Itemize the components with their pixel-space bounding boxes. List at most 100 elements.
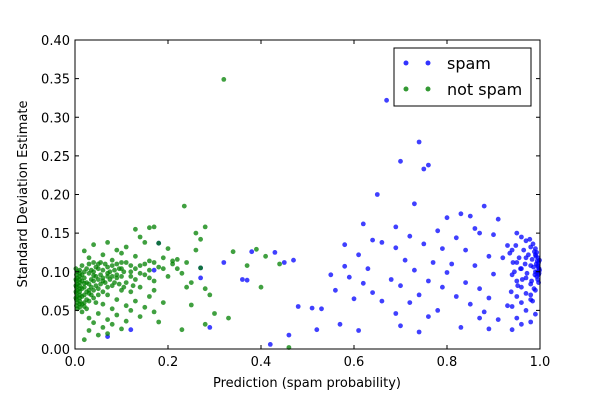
- data-point-spam: [221, 260, 227, 265]
- data-point-not-spam: [170, 258, 176, 264]
- data-point-not-spam: [133, 253, 138, 259]
- y-tick-label: 0.10: [41, 266, 70, 281]
- data-point-not-spam: [142, 304, 148, 310]
- data-point-spam: [416, 139, 422, 145]
- data-point-spam: [481, 309, 487, 315]
- data-point-spam: [532, 272, 538, 278]
- data-point-not-spam: [151, 224, 157, 230]
- data-point-spam: [314, 327, 320, 333]
- data-point-spam: [198, 275, 204, 281]
- data-point-not-spam: [73, 295, 79, 301]
- data-point-not-spam: [160, 266, 166, 272]
- data-point-not-spam: [86, 255, 92, 261]
- data-point-spam: [370, 290, 375, 295]
- data-point-spam: [249, 249, 255, 255]
- data-point-spam: [384, 97, 389, 103]
- data-point-not-spam: [193, 230, 199, 236]
- data-point-spam: [407, 300, 413, 305]
- data-point-not-spam: [116, 266, 122, 272]
- y-tick-label: 0.25: [41, 150, 70, 165]
- data-point-not-spam: [123, 318, 129, 324]
- data-point-not-spam: [100, 267, 106, 273]
- data-point-spam: [486, 253, 492, 259]
- data-point-not-spam: [114, 261, 120, 267]
- data-point-spam: [508, 289, 514, 295]
- data-point-not-spam: [133, 266, 138, 272]
- data-point-spam: [509, 327, 515, 333]
- data-point-spam: [526, 252, 531, 258]
- data-point-not-spam: [81, 337, 87, 343]
- data-point-spam: [491, 271, 496, 277]
- data-point-not-spam: [230, 249, 236, 255]
- data-point-not-spam: [128, 289, 134, 295]
- data-point-spam: [515, 283, 521, 289]
- x-tick-label: 0.8: [437, 355, 458, 370]
- data-point-not-spam: [151, 287, 157, 293]
- data-point-not-spam: [98, 281, 103, 287]
- data-point-not-spam: [137, 314, 143, 319]
- x-tick-label: 0.0: [65, 355, 86, 370]
- data-point-not-spam: [88, 292, 94, 298]
- data-point-spam: [519, 277, 525, 282]
- data-point-spam: [495, 317, 501, 322]
- data-point-not-spam: [142, 261, 148, 267]
- data-point-not-spam: [93, 283, 99, 289]
- data-point-not-spam: [188, 302, 194, 308]
- data-point-not-spam: [123, 260, 129, 265]
- data-point-not-spam: [137, 284, 143, 290]
- data-point-not-spam: [112, 280, 117, 285]
- data-point-spam: [244, 277, 250, 283]
- y-tick-label: 0.40: [41, 34, 70, 49]
- data-point-spam: [370, 237, 375, 243]
- data-point-spam: [477, 315, 482, 321]
- data-point-spam: [402, 257, 408, 263]
- data-point-not-spam: [221, 77, 227, 82]
- data-point-not-spam: [147, 258, 152, 264]
- data-point-not-spam: [91, 320, 96, 326]
- data-point-not-spam: [105, 331, 110, 336]
- data-point-not-spam: [73, 283, 79, 289]
- data-point-not-spam: [142, 240, 148, 245]
- data-point-spam: [467, 213, 473, 219]
- data-point-spam: [514, 230, 520, 236]
- data-point-not-spam: [202, 286, 208, 292]
- data-point-spam: [435, 228, 441, 234]
- data-point-spam: [514, 315, 520, 321]
- data-point-not-spam: [114, 312, 120, 318]
- data-point-spam: [534, 258, 540, 264]
- data-point-not-spam: [95, 277, 101, 282]
- data-point-spam: [530, 241, 536, 247]
- data-point-not-spam: [114, 272, 120, 278]
- data-point-not-spam: [105, 284, 110, 290]
- data-point-not-spam: [181, 203, 187, 209]
- data-point-spam: [398, 323, 403, 329]
- data-point-not-spam: [121, 269, 127, 275]
- data-point-not-spam: [102, 280, 108, 285]
- data-point-spam: [421, 241, 427, 247]
- data-point-spam: [528, 292, 534, 298]
- data-point-not-spam: [258, 284, 264, 290]
- data-point-spam: [486, 295, 492, 301]
- data-point-spam: [430, 260, 436, 265]
- data-point-not-spam: [263, 253, 268, 259]
- data-point-not-spam: [114, 297, 120, 302]
- data-point-not-spam: [123, 303, 129, 309]
- data-point-spam: [407, 233, 413, 239]
- legend-marker-spam: [403, 60, 409, 66]
- data-point-not-spam: [193, 247, 199, 253]
- data-point-spam: [513, 243, 519, 248]
- data-point-not-spam: [184, 284, 190, 290]
- data-point-spam: [365, 266, 371, 272]
- data-point-spam: [393, 311, 399, 316]
- data-point-spam: [486, 326, 492, 332]
- data-point-spam: [426, 162, 431, 168]
- data-point-spam: [533, 253, 539, 259]
- data-point-not-spam: [198, 265, 204, 271]
- data-point-not-spam: [254, 246, 259, 252]
- data-point-spam: [393, 224, 399, 230]
- data-point-spam: [519, 321, 524, 327]
- data-point-spam: [421, 166, 427, 172]
- data-point-not-spam: [95, 292, 101, 298]
- data-point-spam: [522, 261, 528, 267]
